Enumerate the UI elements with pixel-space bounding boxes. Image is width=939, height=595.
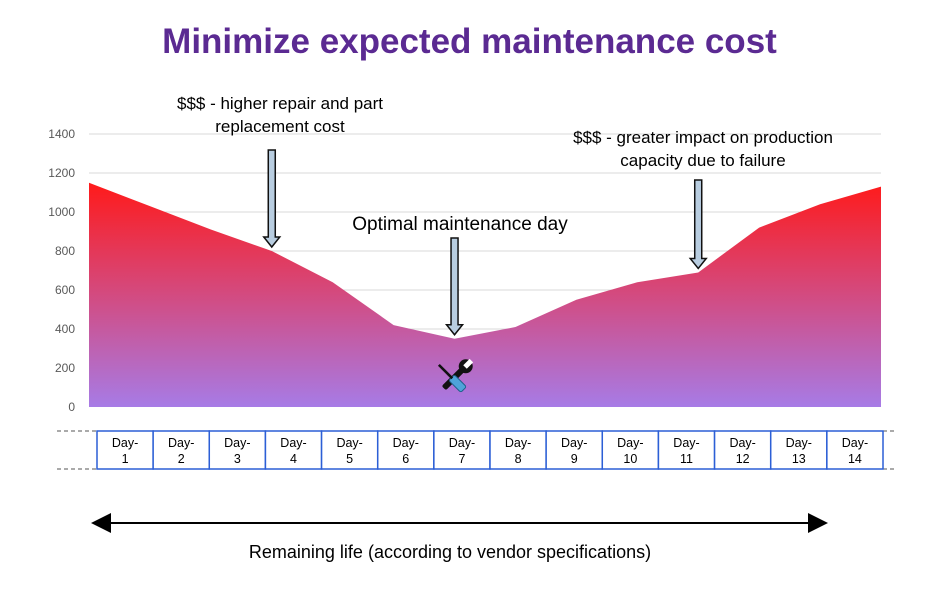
day-box: [657, 430, 716, 470]
day-number: 2: [178, 452, 185, 466]
day-box: [376, 430, 435, 470]
annotation-production-impact: $$$ - greater impact on production capac…: [573, 128, 833, 170]
y-tick-label: 1000: [48, 205, 75, 219]
day-box: [826, 430, 884, 470]
day-label: Day-: [561, 436, 587, 450]
day-box: [208, 430, 267, 470]
day-label: Day-: [112, 436, 138, 450]
day-number: 5: [346, 452, 353, 466]
y-tick-label: 1200: [48, 166, 75, 180]
day-box: [601, 430, 660, 470]
y-tick-label: 400: [55, 322, 75, 336]
day-number: 8: [515, 452, 522, 466]
day-box: [96, 430, 154, 470]
day-number: 1: [122, 452, 129, 466]
day-number: 3: [234, 452, 241, 466]
day-number: 12: [736, 452, 750, 466]
day-box: [264, 430, 323, 470]
day-number: 7: [458, 452, 465, 466]
day-number: 10: [623, 452, 637, 466]
day-box: [320, 430, 379, 470]
y-tick-label: 800: [55, 244, 75, 258]
y-tick-label: 200: [55, 361, 75, 375]
day-axis: Day- 1 Day- 2 Day- 3 Day- 4 Day- 5 Day- 6 Day- 7 Day- 8…: [57, 430, 897, 470]
annotation-repair-cost: $$$ - higher repair and part replacement…: [176, 94, 384, 136]
day-number: 11: [680, 452, 693, 466]
day-number: 9: [571, 452, 578, 466]
day-number: 14: [848, 452, 862, 466]
y-tick-label: 1400: [48, 127, 75, 141]
series-area: [89, 182, 881, 407]
day-label: Day-: [786, 436, 812, 450]
day-number: 6: [402, 452, 409, 466]
day-label: Day-: [842, 436, 868, 450]
day-box: [713, 430, 772, 470]
y-tick-label: 0: [68, 400, 75, 414]
day-label: Day-: [505, 436, 531, 450]
y-axis-ticks: 0 200 400 600 800 1000 1200 1400: [48, 127, 75, 414]
day-box: [433, 430, 491, 470]
day-label: Day-: [224, 436, 250, 450]
annotation-optimal-day: Optimal maintenance day: [352, 214, 568, 235]
annotation-arrow: [262, 149, 282, 249]
day-number: 13: [792, 452, 806, 466]
chart-title: Minimize expected maintenance cost: [162, 22, 777, 61]
annotation-arrow: [444, 237, 465, 336]
day-label: Day-: [336, 436, 362, 450]
day-number: 4: [290, 452, 297, 466]
wrench-screwdriver-icon: [437, 358, 474, 393]
annotation-arrows: [262, 149, 708, 336]
remaining-life-label: Remaining life (according to vendor spec…: [248, 542, 652, 562]
day-label: Day-: [449, 436, 475, 450]
day-label: Day-: [393, 436, 419, 450]
day-box: [152, 430, 211, 470]
day-label: Day-: [168, 436, 194, 450]
annotation-arrow: [688, 179, 708, 270]
cost-area: [89, 182, 881, 407]
day-label: Day-: [617, 436, 643, 450]
day-label: Day-: [280, 436, 306, 450]
day-label: Day-: [729, 436, 755, 450]
y-tick-label: 600: [55, 283, 75, 297]
day-label: Day-: [673, 436, 699, 450]
day-box: [545, 430, 604, 470]
